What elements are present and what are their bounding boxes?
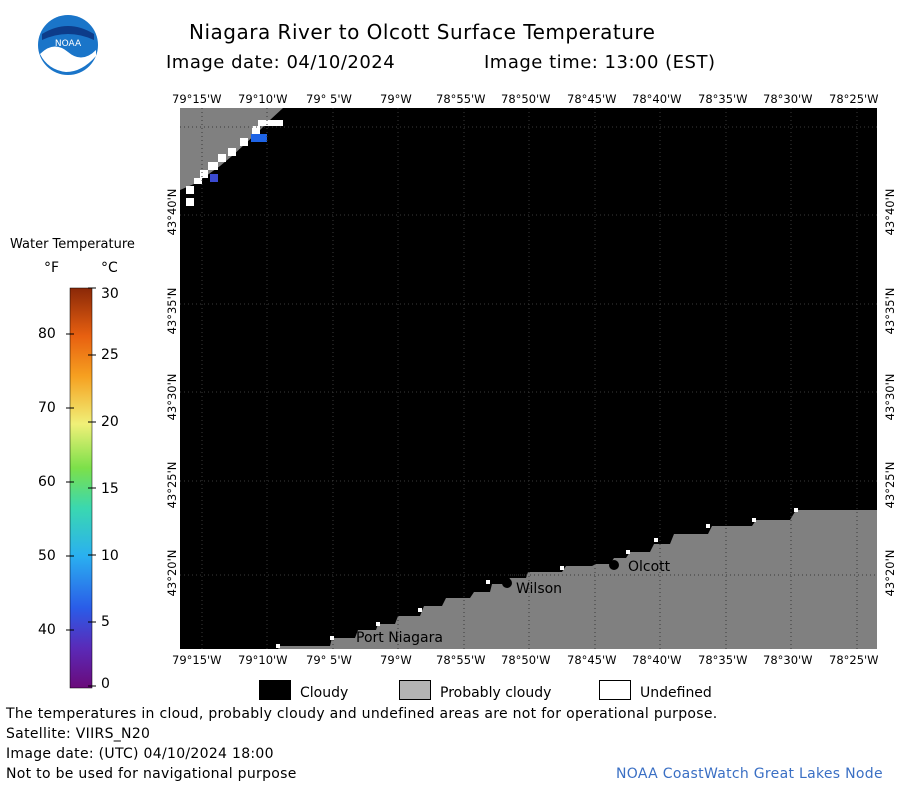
legend-swatch-probably-cloudy <box>399 680 431 700</box>
top-lon-label: 79°W <box>380 92 412 106</box>
bottom-lon-label: 79°15'W <box>172 653 222 667</box>
top-lon-label: 79° 5'W <box>306 92 352 106</box>
colorbar-unit-f: °F <box>44 260 60 276</box>
right-lat-label: 43°35'N <box>883 287 897 335</box>
port-niagara-marker <box>339 629 347 637</box>
colorbar-f-tick: 60 <box>38 474 56 490</box>
south-graticule <box>332 510 877 649</box>
image-date-label: Image date: 04/10/2024 <box>166 52 396 73</box>
colorbar-c-tick: 0 <box>101 676 110 692</box>
top-lon-label: 78°50'W <box>501 92 551 106</box>
olcott-marker <box>609 560 619 570</box>
colorbar-c-tick: 30 <box>101 286 119 302</box>
top-lon-label: 78°55'W <box>436 92 486 106</box>
colorbar-c-tick: 20 <box>101 414 119 430</box>
bottom-lon-label: 78°50'W <box>501 653 551 667</box>
footer-credit: NOAA CoastWatch Great Lakes Node <box>616 766 883 782</box>
nw-water-pixels <box>210 134 267 182</box>
colorbar <box>66 287 96 689</box>
page-title: Niagara River to Olcott Surface Temperat… <box>189 20 656 44</box>
left-lat-label: 43°35'N <box>165 287 179 335</box>
colorbar-c-tick: 10 <box>101 548 119 564</box>
bottom-lon-label: 78°25'W <box>829 653 879 667</box>
wilson-marker <box>502 578 512 588</box>
footer-satellite: Satellite: VIIRS_N20 <box>6 726 151 742</box>
legend-swatch-undefined <box>599 680 631 700</box>
legend-label-undefined: Undefined <box>640 685 712 701</box>
temperature-map <box>180 108 877 649</box>
bottom-lon-label: 78°35'W <box>698 653 748 667</box>
bottom-lon-label: 78°45'W <box>567 653 617 667</box>
top-lon-label: 78°45'W <box>567 92 617 106</box>
place-label-olcott: Olcott <box>628 559 671 575</box>
place-label-wilson: Wilson <box>516 581 563 597</box>
top-lon-label: 79°10'W <box>238 92 288 106</box>
image-time-label: Image time: 13:00 (EST) <box>484 52 716 73</box>
bottom-lon-label: 78°30'W <box>763 653 813 667</box>
top-lon-label: 78°30'W <box>763 92 813 106</box>
logo-text: NOAA <box>55 39 82 49</box>
colorbar-f-tick: 40 <box>38 622 56 638</box>
right-lat-label: 43°30'N <box>883 373 897 421</box>
colorbar-f-tick: 50 <box>38 548 56 564</box>
bottom-lon-label: 78°55'W <box>436 653 486 667</box>
top-lon-label: 78°35'W <box>698 92 748 106</box>
right-lat-label: 43°25'N <box>883 461 897 509</box>
colorbar-f-tick: 80 <box>38 326 56 342</box>
noaa-logo: NOAA <box>38 15 98 75</box>
colorbar-c-tick: 5 <box>101 614 110 630</box>
legend-swatch-cloudy <box>259 680 291 700</box>
place-label-port-niagara: Port Niagara <box>356 630 443 646</box>
south-undefined-pixels <box>276 508 798 648</box>
left-lat-label: 43°40'N <box>165 188 179 236</box>
right-lat-label: 43°40'N <box>883 188 897 236</box>
footer-utc-date: Image date: (UTC) 04/10/2024 18:00 <box>6 746 274 762</box>
left-lat-label: 43°25'N <box>165 461 179 509</box>
legend-label-cloudy: Cloudy <box>300 685 349 701</box>
bottom-lon-label: 79° 5'W <box>306 653 352 667</box>
top-lon-label: 79°15'W <box>172 92 222 106</box>
colorbar-f-tick: 70 <box>38 400 56 416</box>
left-lat-label: 43°20'N <box>165 549 179 597</box>
legend-label-probably-cloudy: Probably cloudy <box>440 685 552 701</box>
top-lon-label: 78°40'W <box>632 92 682 106</box>
bottom-lon-label: 78°40'W <box>632 653 682 667</box>
bottom-lon-label: 79°W <box>380 653 412 667</box>
bottom-lon-label: 79°10'W <box>238 653 288 667</box>
right-lat-label: 43°20'N <box>883 549 897 597</box>
colorbar-c-tick: 15 <box>101 481 119 497</box>
top-lon-label: 78°25'W <box>829 92 879 106</box>
footer-disclaimer: The temperatures in cloud, probably clou… <box>6 706 718 722</box>
colorbar-title: Water Temperature <box>10 237 135 252</box>
colorbar-c-tick: 25 <box>101 347 119 363</box>
nw-undefined-pixels <box>186 120 283 206</box>
south-land <box>278 510 877 649</box>
footer-nav-warning: Not to be used for navigational purpose <box>6 766 297 782</box>
colorbar-unit-c: °C <box>101 260 118 276</box>
left-lat-label: 43°30'N <box>165 373 179 421</box>
